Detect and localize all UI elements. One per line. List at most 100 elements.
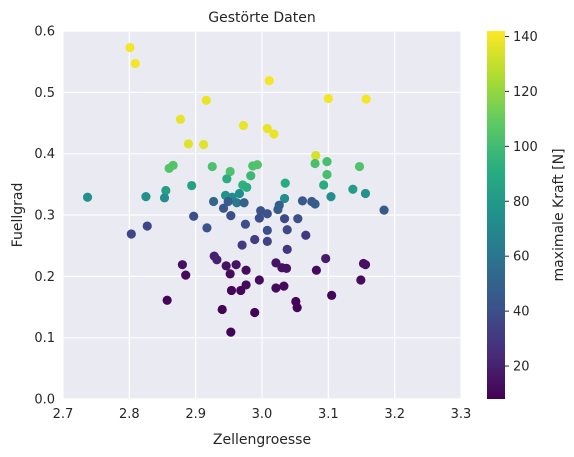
scatter-point bbox=[262, 123, 272, 134]
colorbar-tick-label: 20 bbox=[513, 360, 530, 375]
y-tick-label: 0.6 bbox=[34, 25, 55, 40]
scatter-point bbox=[234, 188, 245, 199]
scatter-point bbox=[269, 129, 279, 139]
y-tick-label: 0.3 bbox=[34, 209, 55, 224]
x-tick-label: 2.9 bbox=[185, 407, 206, 422]
scatter-point bbox=[254, 213, 264, 223]
colorbar-ticks: 20 40 60 80 100 120 140 bbox=[505, 30, 538, 375]
scatter-point bbox=[130, 58, 140, 69]
x-tick-label: 2.7 bbox=[53, 407, 74, 422]
scatter-point bbox=[250, 234, 260, 245]
scatter-point bbox=[282, 244, 292, 254]
x-tick-label: 3.3 bbox=[451, 407, 472, 422]
y-tick-label: 0.0 bbox=[34, 393, 55, 408]
colorbar-tick-label: 140 bbox=[513, 30, 538, 45]
scatter-point bbox=[252, 160, 262, 170]
scatter-point bbox=[322, 157, 332, 167]
scatter-point bbox=[262, 236, 272, 246]
scatter-point bbox=[311, 150, 321, 161]
scatter-point bbox=[326, 192, 336, 202]
colorbar-tick-label: 80 bbox=[513, 195, 530, 210]
scatter-point bbox=[297, 196, 308, 206]
scatter-point bbox=[254, 275, 264, 285]
scatter-point bbox=[279, 281, 289, 291]
scatter-point bbox=[218, 203, 229, 213]
scatter-point bbox=[225, 166, 235, 177]
scatter-point bbox=[183, 139, 193, 149]
scatter-point bbox=[310, 199, 320, 209]
scatter-point bbox=[226, 285, 237, 296]
scatter-point bbox=[321, 253, 331, 264]
scatter-point bbox=[322, 169, 332, 180]
scatter-point bbox=[327, 290, 337, 300]
scatter-point bbox=[238, 120, 249, 131]
x-tick-labels: 2.7 2.8 2.9 3.0 3.1 3.2 3.3 bbox=[53, 407, 472, 422]
scatter-point bbox=[360, 260, 371, 270]
scatter-point bbox=[162, 295, 172, 305]
scatter-point bbox=[237, 240, 247, 250]
scatter-point bbox=[239, 198, 249, 208]
scatter-point bbox=[225, 269, 235, 279]
data-points bbox=[82, 42, 389, 337]
scatter-point bbox=[82, 192, 93, 202]
colorbar bbox=[487, 31, 505, 399]
scatter-point bbox=[164, 163, 174, 173]
colorbar-tick-label: 120 bbox=[513, 85, 538, 100]
scatter-point bbox=[348, 184, 358, 194]
scatter-point bbox=[221, 261, 231, 271]
scatter-point bbox=[262, 209, 272, 219]
scatter-point bbox=[280, 178, 290, 188]
colorbar-tick-label: 40 bbox=[513, 305, 530, 320]
scatter-point bbox=[126, 229, 136, 239]
scatter-point bbox=[181, 270, 191, 280]
scatter-point bbox=[271, 283, 281, 293]
scatter-point bbox=[161, 185, 171, 196]
x-tick-label: 3.0 bbox=[252, 407, 273, 422]
scatter-point bbox=[201, 95, 211, 105]
scatter-point bbox=[279, 193, 290, 204]
scatter-point bbox=[292, 303, 302, 313]
scatter-point bbox=[217, 304, 227, 315]
scatter-point bbox=[142, 221, 152, 231]
chart-title: Gestörte Daten bbox=[208, 10, 315, 26]
scatter-point bbox=[379, 205, 389, 215]
scatter-point bbox=[250, 307, 260, 318]
scatter-point bbox=[240, 219, 251, 229]
scatter-point bbox=[212, 255, 222, 265]
x-axis-label: Zellengroesse bbox=[213, 432, 311, 448]
colorbar-tick-label: 100 bbox=[513, 140, 538, 155]
scatter-point bbox=[199, 139, 209, 150]
y-tick-labels: 0.0 0.1 0.2 0.3 0.4 0.5 0.6 bbox=[34, 25, 55, 408]
scatter-point bbox=[125, 42, 135, 53]
scatter-point bbox=[187, 180, 197, 191]
scatter-point bbox=[208, 196, 219, 207]
x-tick-label: 3.2 bbox=[384, 407, 405, 422]
scatter-point bbox=[241, 265, 251, 275]
scatter-point bbox=[311, 265, 321, 275]
scatter-point bbox=[310, 158, 320, 169]
y-tick-label: 0.5 bbox=[34, 86, 55, 101]
colorbar-label: maximale Kraft [N] bbox=[551, 148, 567, 281]
y-tick-label: 0.2 bbox=[34, 270, 55, 285]
scatter-point bbox=[242, 182, 252, 192]
scatter-point bbox=[226, 211, 236, 221]
scatter-point bbox=[262, 225, 272, 235]
scatter-point bbox=[301, 230, 311, 240]
colorbar-tick-label: 60 bbox=[513, 250, 530, 265]
scatter-point bbox=[231, 260, 241, 270]
scatter-point bbox=[319, 180, 329, 190]
scatter-point bbox=[207, 161, 217, 172]
scatter-point bbox=[293, 214, 303, 224]
scatter-point bbox=[273, 204, 283, 215]
scatter-point bbox=[222, 174, 232, 184]
scatter-point bbox=[202, 223, 212, 233]
y-tick-label: 0.1 bbox=[34, 331, 55, 346]
scatter-point bbox=[236, 285, 246, 296]
y-tick-label: 0.4 bbox=[34, 147, 55, 162]
scatter-point bbox=[189, 211, 199, 221]
scatter-point bbox=[141, 192, 151, 202]
scatter-point bbox=[360, 188, 371, 199]
scatter-point bbox=[323, 93, 333, 104]
scatter-point bbox=[354, 161, 365, 172]
